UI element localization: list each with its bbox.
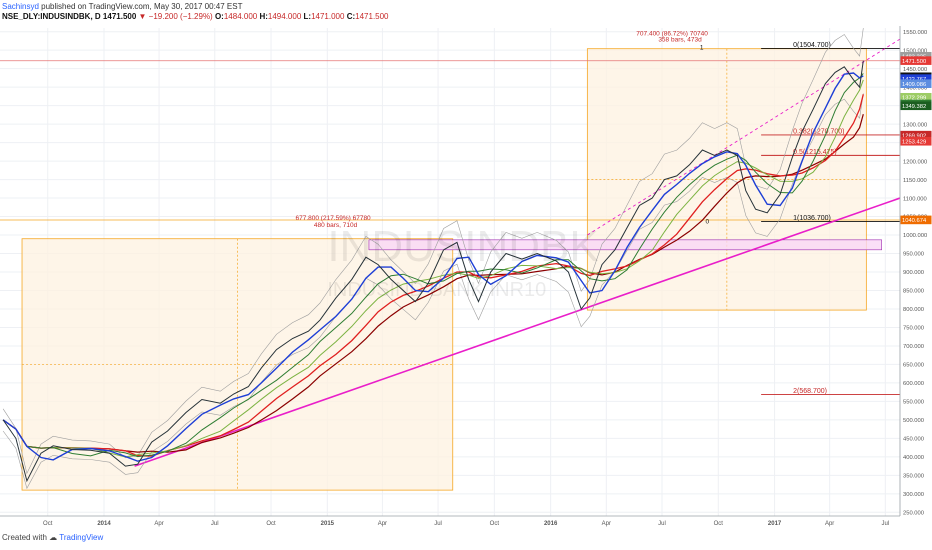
y-tick-label: 800.000 xyxy=(903,307,924,313)
y-tick-label: 450.000 xyxy=(903,437,924,443)
x-tick-label: Oct xyxy=(43,521,53,527)
y-tick-label: 1300.000 xyxy=(903,122,927,128)
price-tag-label: 1372.299 xyxy=(902,96,926,102)
publish-info: published on TradingView.com, May 30, 20… xyxy=(41,2,243,11)
ma-20-line xyxy=(2,72,864,462)
fib-top-line-label: 0(1504.700) xyxy=(793,42,831,49)
y-tick-label: 1000.000 xyxy=(903,233,927,239)
price-tag-label: 1269.902 xyxy=(902,133,926,139)
tradingview-link[interactable]: TradingView xyxy=(59,533,104,542)
symbol-line: NSE_DLY:INDUSINDBK, D 1471.500 ▼ −19.200… xyxy=(2,12,389,21)
bollinger-lower xyxy=(2,93,864,490)
x-tick-label: Jul xyxy=(434,521,442,527)
x-tick-label: 2015 xyxy=(321,521,335,527)
y-tick-label: 550.000 xyxy=(903,400,924,406)
fib-1-marker: 1 xyxy=(700,44,704,51)
price-tag-label: 1409.086 xyxy=(902,82,926,88)
price-tag xyxy=(900,136,932,146)
y-tick-label: 250.000 xyxy=(903,511,924,517)
price-line xyxy=(2,60,864,483)
y-tick-label: 1450.000 xyxy=(903,67,927,73)
x-tick-label: 2016 xyxy=(544,521,558,527)
tradingview-logo-icon: ☁ xyxy=(49,533,58,542)
price-chart[interactable]: 0(1504.700) 0.382(1270.700) 0.5(1215.475) 1… xyxy=(0,0,932,530)
price-tag-label: 1471.500 xyxy=(902,59,926,65)
price-tag xyxy=(900,56,932,65)
y-tick-label: 1400.000 xyxy=(903,85,927,91)
price-tag-label: 1253.429 xyxy=(902,140,926,146)
watermark-symbol: INDUSINDBK xyxy=(327,222,598,271)
symbol-name: NSE_DLY:INDUSINDBK, D xyxy=(2,12,101,21)
watermark-name: INDUSIND BANK INR10 xyxy=(327,279,546,301)
x-tick-label: 2017 xyxy=(768,521,782,527)
y-tick-label: 700.000 xyxy=(903,344,924,350)
range1-label-a: 677.800 (217.59%) 67780 xyxy=(296,215,372,222)
chart-header: Sachinsyd published on TradingView.com, … xyxy=(0,0,900,26)
x-tick-label: Apr xyxy=(825,521,834,527)
y-tick-label: 1100.000 xyxy=(903,196,927,202)
y-tick-label: 650.000 xyxy=(903,363,924,369)
y-tick-label: 750.000 xyxy=(903,326,924,332)
y-tick-label: 500.000 xyxy=(903,418,924,424)
x-tick-label: 2014 xyxy=(97,521,111,527)
x-axis-panel xyxy=(0,516,932,530)
fib-0-marker: 0 xyxy=(705,218,709,225)
x-tick-label: Jul xyxy=(881,521,889,527)
range1-label-b: 480 bars, 710d xyxy=(314,222,358,229)
y-tick-label: 1200.000 xyxy=(903,159,927,165)
price-tag xyxy=(900,74,932,83)
price-tag xyxy=(900,79,932,88)
author-link[interactable]: Sachinsyd xyxy=(2,2,39,11)
ma-200-dark xyxy=(2,114,864,453)
x-tick-label: Oct xyxy=(266,521,276,527)
ohlc-values: O:1484.000 H:1494.000 L:1471.000 C:1471.… xyxy=(214,12,389,21)
y-tick-label: 1500.000 xyxy=(903,48,927,54)
publish-line: Sachinsyd published on TradingView.com, … xyxy=(2,2,242,11)
y-tick-label: 1550.000 xyxy=(903,30,927,36)
price-tag xyxy=(900,51,932,61)
x-tick-label: Apr xyxy=(378,521,387,527)
y-tick-label: 1150.000 xyxy=(903,178,927,184)
price-tag xyxy=(900,92,932,102)
x-tick-label: Jul xyxy=(211,521,219,527)
price-tag-label: 1349.382 xyxy=(902,104,926,110)
x-tick-label: Apr xyxy=(602,521,611,527)
range2-label-b: 358 bars, 473d xyxy=(658,36,702,43)
fib-low-line-label: 1(1036.700) xyxy=(793,215,831,222)
x-tick-label: Oct xyxy=(714,521,724,527)
y-tick-label: 900.000 xyxy=(903,270,924,276)
price-tag xyxy=(900,215,932,225)
trendline-support xyxy=(134,197,901,467)
price-tag xyxy=(900,101,932,111)
x-tick-label: Apr xyxy=(154,521,163,527)
fib-0382-line-label: 0.382(1270.700) xyxy=(793,128,844,135)
ma-50-line xyxy=(2,73,864,458)
fib-05-line-label: 0.5(1215.475) xyxy=(793,149,837,156)
price-change: ▼ −19.200 (−1.29%) xyxy=(138,12,213,21)
x-tick-label: Jul xyxy=(658,521,666,527)
footer: Created with ☁ TradingView xyxy=(2,533,103,542)
y-tick-label: 600.000 xyxy=(903,381,924,387)
last-price: 1471.500 xyxy=(102,12,137,21)
x-tick-label: Oct xyxy=(490,521,500,527)
price-tag-label: 1040.674 xyxy=(902,218,927,224)
y-tick-label: 950.000 xyxy=(903,252,924,258)
price-tag xyxy=(900,130,932,140)
y-tick-label: 400.000 xyxy=(903,455,924,461)
y-tick-label: 850.000 xyxy=(903,289,924,295)
fib-2-line-label: 2(568.700) xyxy=(793,388,827,395)
y-tick-label: 300.000 xyxy=(903,492,924,498)
range2-label-a: 707.400 (86.72%) 70740 xyxy=(636,30,708,37)
footer-created: Created with xyxy=(2,533,47,542)
y-tick-label: 350.000 xyxy=(903,474,924,480)
